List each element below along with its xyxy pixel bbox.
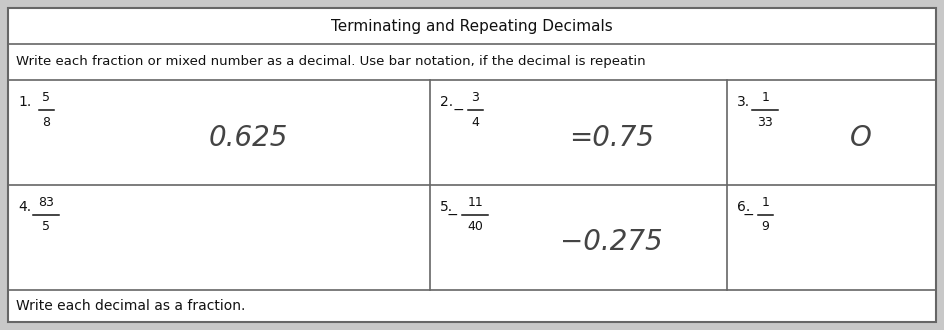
Text: 3: 3 (471, 91, 480, 105)
Text: 4.: 4. (18, 200, 31, 214)
Text: −: − (452, 103, 464, 117)
Text: 1.: 1. (18, 95, 31, 109)
Text: 11: 11 (467, 196, 483, 210)
Text: −0.275: −0.275 (560, 228, 663, 256)
Text: 9: 9 (761, 220, 769, 234)
Text: 2.: 2. (440, 95, 453, 109)
Text: 6.: 6. (737, 200, 750, 214)
Text: 83: 83 (38, 196, 54, 210)
Text: =0.75: =0.75 (568, 123, 653, 151)
Text: Terminating and Repeating Decimals: Terminating and Repeating Decimals (331, 18, 613, 34)
Text: Write each decimal as a fraction.: Write each decimal as a fraction. (16, 299, 245, 313)
FancyBboxPatch shape (8, 8, 936, 322)
Text: 0.625: 0.625 (209, 123, 288, 151)
Text: 3.: 3. (737, 95, 750, 109)
Text: 33: 33 (757, 115, 773, 128)
Text: 5.: 5. (440, 200, 453, 214)
Text: 1: 1 (761, 91, 769, 105)
Text: O: O (850, 123, 871, 151)
Text: −: − (447, 208, 458, 222)
Text: 1: 1 (761, 196, 769, 210)
Text: Write each fraction or mixed number as a decimal. Use bar notation, if the decim: Write each fraction or mixed number as a… (16, 55, 646, 69)
Text: 40: 40 (467, 220, 483, 234)
Text: 4: 4 (471, 115, 480, 128)
Text: 5: 5 (42, 91, 50, 105)
Text: −: − (742, 208, 753, 222)
Text: 5: 5 (42, 220, 50, 234)
Text: 8: 8 (42, 115, 50, 128)
